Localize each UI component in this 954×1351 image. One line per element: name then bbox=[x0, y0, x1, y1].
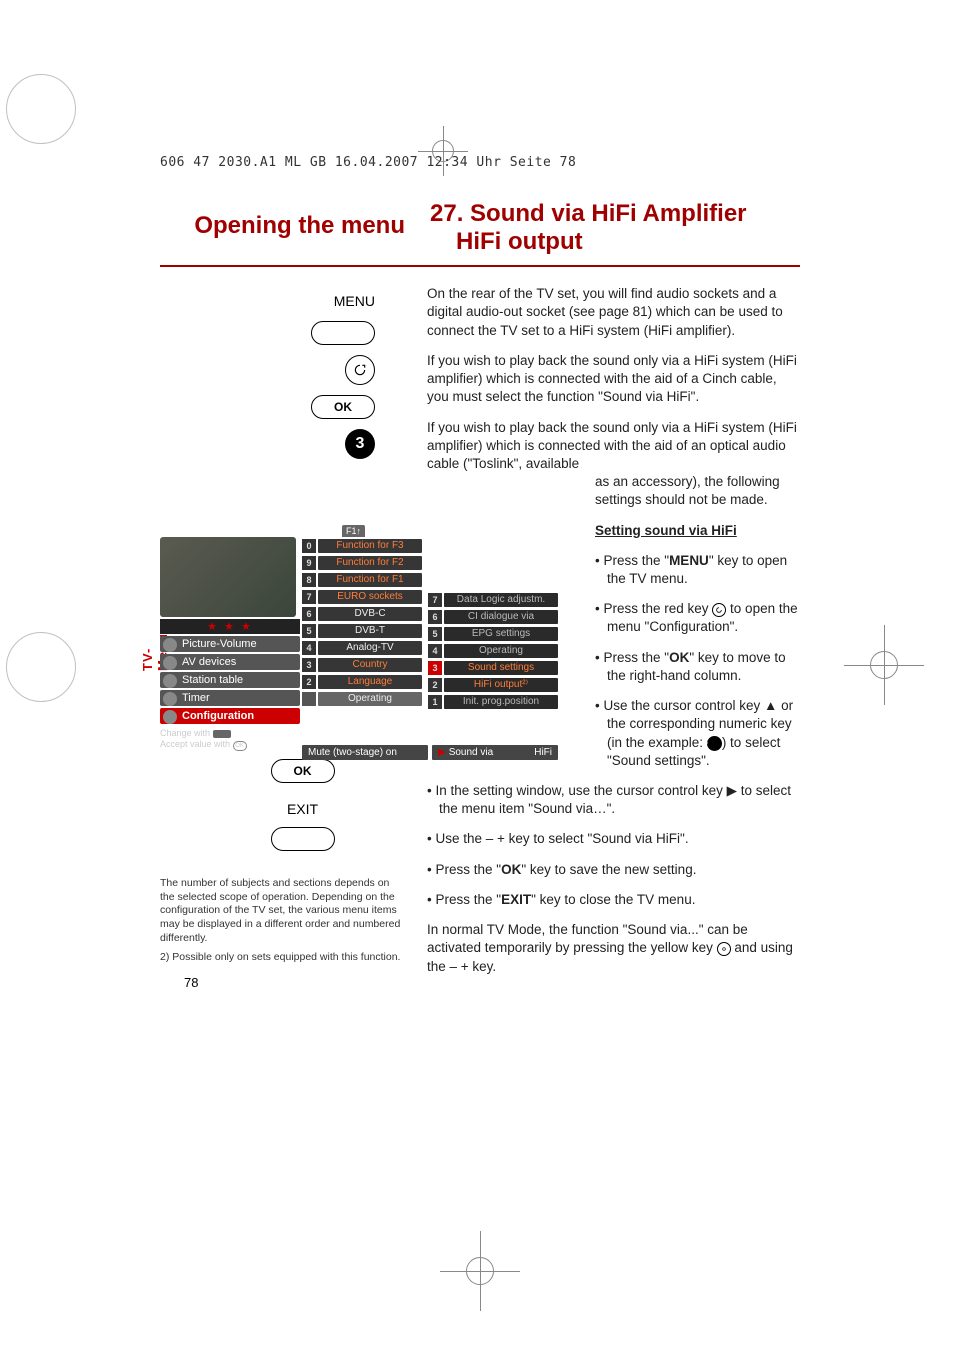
menu-label: MENU bbox=[334, 293, 375, 309]
osd-side-picture-volume[interactable]: Picture-Volume bbox=[160, 636, 300, 652]
page-number: 78 bbox=[184, 975, 405, 990]
ok-button[interactable]: OK bbox=[311, 395, 375, 419]
osd-side-timer[interactable]: Timer bbox=[160, 690, 300, 706]
punch-hole bbox=[6, 632, 76, 702]
footnotes: The number of subjects and sections depe… bbox=[160, 877, 405, 965]
para-3b: as an accessory), the following settings… bbox=[595, 473, 800, 509]
step-6: Use the – + key to select "Sound via HiF… bbox=[427, 830, 800, 848]
menu-button[interactable] bbox=[311, 321, 375, 345]
osd-side-configuration[interactable]: Configuration bbox=[160, 708, 300, 724]
title-line2: HiFi output bbox=[430, 228, 583, 255]
section-title-right: 27. Sound via HiFi Amplifier HiFi output bbox=[430, 200, 800, 261]
remote-sequence-1: MENU OK 3 bbox=[160, 293, 405, 459]
osd-footer-soundvia: ▶Sound viaHiFi bbox=[432, 745, 558, 760]
footnote-2: 2) Possible only on sets equipped with t… bbox=[160, 951, 405, 965]
title-line1: 27. Sound via HiFi Amplifier bbox=[430, 200, 747, 227]
page-content: Opening the menu 27. Sound via HiFi Ampl… bbox=[160, 200, 800, 990]
para-1: On the rear of the TV set, you will find… bbox=[427, 285, 800, 340]
step-7: Press the "OK" key to save the new setti… bbox=[427, 861, 800, 879]
steps-heading: Setting sound via HiFi bbox=[595, 522, 800, 540]
osd-mid-column: F1↑ 0Function for F3 9Function for F2 8F… bbox=[302, 525, 422, 708]
print-job-line: 606 47 2030.A1 ML GB 16.04.2007 12:34 Uh… bbox=[160, 155, 576, 170]
para-end: In normal TV Mode, the function "Sound v… bbox=[427, 921, 800, 976]
red-button[interactable] bbox=[345, 355, 375, 385]
step-4: Use the cursor control key ▲ or the corr… bbox=[595, 697, 800, 770]
step-8: Press the "EXIT" key to close the TV men… bbox=[427, 891, 800, 909]
osd-footer: Mute (two-stage) on ▶Sound viaHiFi bbox=[302, 745, 558, 760]
osd-side-station-table[interactable]: Station table bbox=[160, 672, 300, 688]
title-rule bbox=[160, 265, 800, 267]
osd-f1-tab: F1↑ bbox=[342, 525, 365, 537]
wrapped-steps-block: as an accessory), the following settings… bbox=[595, 473, 800, 782]
step-3: Press the "OK" key to move to the right-… bbox=[595, 649, 800, 685]
step-1: Press the "MENU" key to open the TV menu… bbox=[595, 552, 800, 588]
swirl-icon-inline bbox=[712, 603, 726, 617]
osd-footer-mute: Mute (two-stage) on bbox=[302, 745, 428, 760]
osd-right-column: 7Data Logic adjustm. 6CI dialogue via 5E… bbox=[428, 591, 558, 711]
osd-stars: ★ ★ ★ bbox=[160, 619, 300, 634]
swirl-icon bbox=[353, 363, 367, 377]
crop-mark bbox=[844, 625, 924, 705]
exit-label: EXIT bbox=[287, 801, 318, 817]
exit-button[interactable] bbox=[271, 827, 335, 851]
step-2: Press the red key to open the menu "Conf… bbox=[595, 600, 800, 636]
section-title-left: Opening the menu bbox=[160, 200, 405, 240]
para-3a: If you wish to play back the sound only … bbox=[427, 419, 800, 474]
osd-side-av-devices[interactable]: AV devices bbox=[160, 654, 300, 670]
remote-sequence-2: OK EXIT bbox=[200, 759, 405, 851]
osd-preview-thumb bbox=[160, 537, 296, 617]
step-5: In the setting window, use the cursor co… bbox=[427, 782, 800, 818]
footnote-1: The number of subjects and sections depe… bbox=[160, 877, 405, 945]
punch-hole bbox=[6, 74, 76, 144]
para-2: If you wish to play back the sound only … bbox=[427, 352, 800, 407]
yellow-key-icon bbox=[717, 942, 731, 956]
osd-hint: Change with Accept value with OK bbox=[160, 728, 300, 751]
numeric-3-button[interactable]: 3 bbox=[345, 429, 375, 459]
crop-mark bbox=[440, 1231, 520, 1311]
num3-icon: 3 bbox=[707, 736, 722, 751]
ok-button-2[interactable]: OK bbox=[271, 759, 335, 783]
